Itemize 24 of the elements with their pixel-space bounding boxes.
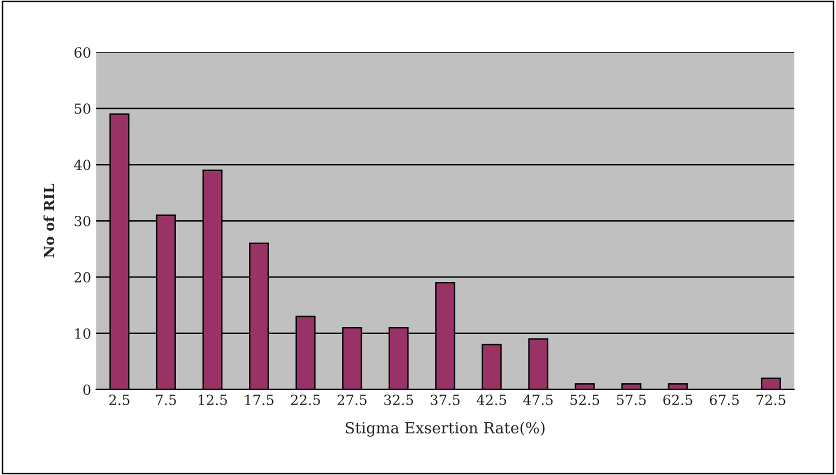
x-tick-label: 7.5 bbox=[156, 394, 176, 406]
y-tick-label: 60 bbox=[74, 47, 90, 58]
y-tick-label: 30 bbox=[74, 216, 90, 226]
x-tick-label: 27.5 bbox=[338, 394, 366, 406]
x-tick-label: 42.5 bbox=[476, 394, 506, 406]
y-tick-label: 40 bbox=[74, 160, 90, 170]
y-tick-label: 0 bbox=[83, 384, 90, 395]
x-tick-label: 37.5 bbox=[430, 394, 460, 406]
x-tick-label: 22.5 bbox=[291, 394, 320, 406]
x-tick-label: 72.5 bbox=[756, 394, 786, 406]
x-tick-label: 62.5 bbox=[663, 394, 692, 406]
x-tick-label: 67.5 bbox=[710, 394, 739, 406]
x-tick-label: 32.5 bbox=[384, 394, 414, 406]
y-tick-label: 10 bbox=[75, 328, 90, 339]
y-tick-label: 20 bbox=[74, 272, 90, 283]
x-tick-label: 12.5 bbox=[198, 394, 227, 406]
x-tick-label: 2.5 bbox=[109, 394, 130, 406]
x-axis-title: Stigma Exsertion Rate(%) bbox=[346, 422, 545, 437]
x-tick-label: 52.5 bbox=[570, 394, 600, 406]
y-tick-label: 50 bbox=[74, 103, 90, 114]
x-tick-label: 17.5 bbox=[245, 394, 274, 406]
x-tick-label: 57.5 bbox=[617, 394, 646, 406]
y-axis-title: No of RIL bbox=[43, 184, 54, 258]
x-tick-label: 47.5 bbox=[523, 394, 553, 406]
